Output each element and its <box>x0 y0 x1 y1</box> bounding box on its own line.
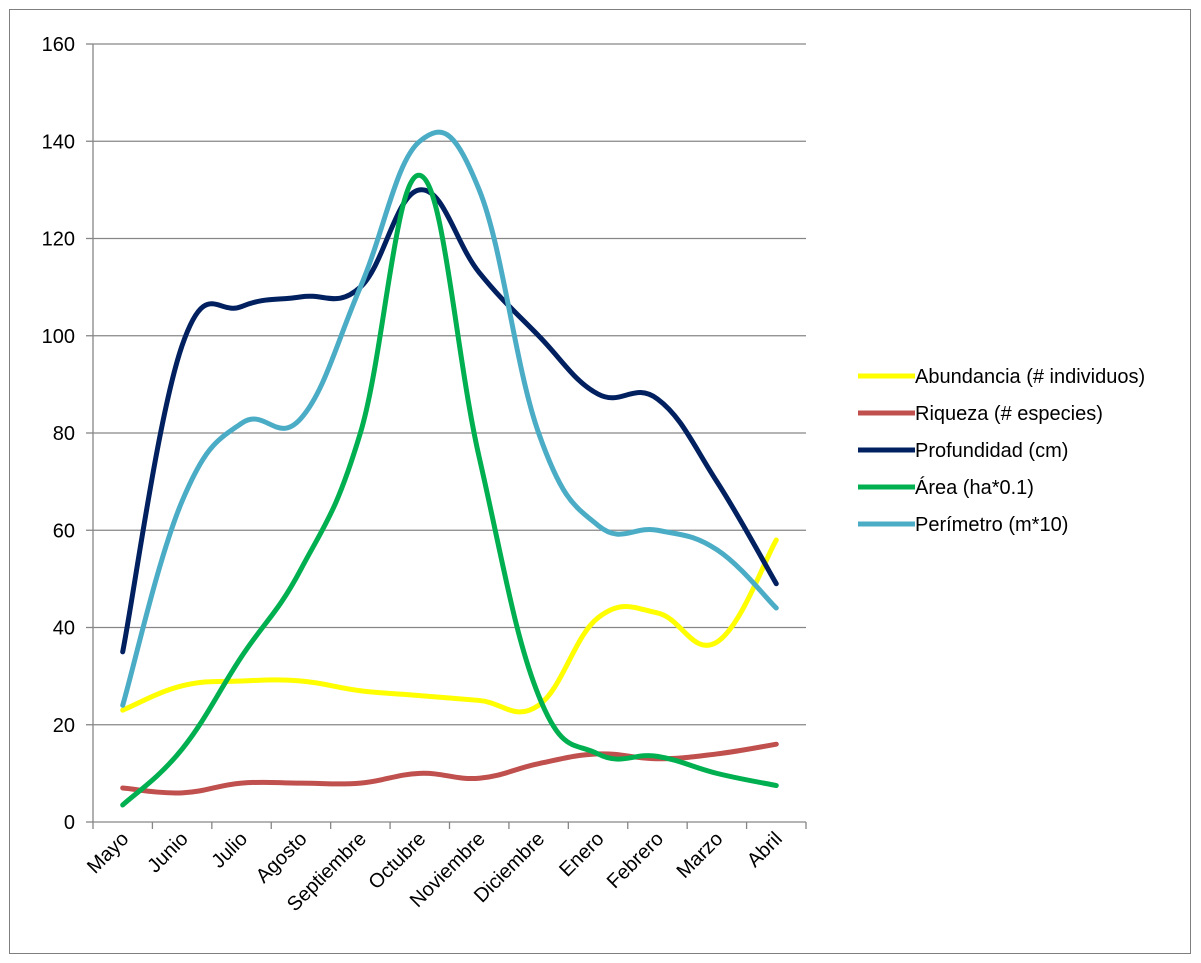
line-chart: 0 20 40 60 80 100 120 140 160 Mayo Junio Julio Agos… <box>10 10 1190 953</box>
x-tick-label: Agosto <box>252 828 312 888</box>
chart-area: 0 20 40 60 80 100 120 140 160 Mayo Junio Julio Agos… <box>9 9 1191 954</box>
series-line-4 <box>123 175 777 805</box>
x-tick-label: Mayo <box>83 828 133 878</box>
legend-label: Perímetro (m*10) <box>915 514 1068 536</box>
x-tick-label: Abril <box>743 828 787 872</box>
legend-label: Abundancia (# individuos) <box>915 366 1145 388</box>
x-tick-label: Febrero <box>603 828 668 893</box>
series-line-2 <box>123 744 777 793</box>
gridlines <box>93 44 806 725</box>
legend-label: Profundidad (cm) <box>915 440 1068 462</box>
series-lines <box>123 132 777 805</box>
axes <box>86 44 806 829</box>
legend-label: Riqueza (# especies) <box>915 403 1103 425</box>
y-axis-ticks: 0 20 40 60 80 100 120 140 160 <box>42 34 75 834</box>
legend: Abundancia (# individuos) Riqueza (# espe… <box>858 366 1145 536</box>
y-tick-label: 100 <box>42 326 75 348</box>
x-axis-ticks: Mayo Junio Julio AgostoSeptiembreOctubreNov… <box>83 828 787 916</box>
y-tick-label: 40 <box>53 618 75 640</box>
x-tick-label: Marzo <box>673 828 728 883</box>
legend-label: Área (ha*0.1) <box>915 476 1034 499</box>
y-tick-label: 60 <box>53 520 75 542</box>
series-line-3 <box>123 190 777 652</box>
y-tick-label: 120 <box>42 229 75 251</box>
y-tick-label: 140 <box>42 131 75 153</box>
y-tick-label: 0 <box>64 812 75 834</box>
y-tick-label: 20 <box>53 715 75 737</box>
y-tick-label: 80 <box>53 423 75 445</box>
y-tick-label: 160 <box>42 34 75 56</box>
x-tick-label: Enero <box>555 828 608 881</box>
x-tick-label: Julio <box>207 828 252 873</box>
x-tick-label: Junio <box>143 828 192 877</box>
